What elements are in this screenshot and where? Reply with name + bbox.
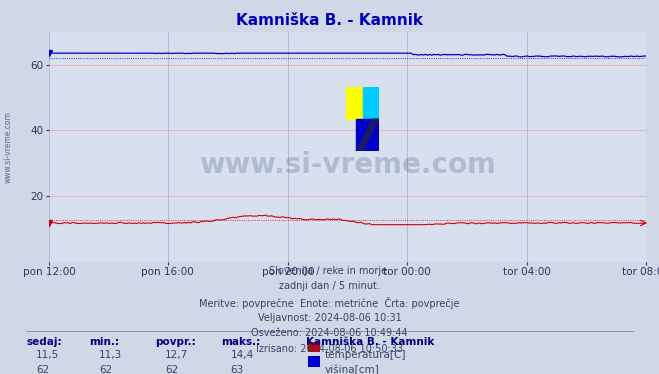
Text: Kamniška B. - Kamnik: Kamniška B. - Kamnik <box>236 13 423 28</box>
Text: maks.:: maks.: <box>221 337 260 347</box>
Text: 63: 63 <box>231 365 244 374</box>
Text: 12,7: 12,7 <box>165 350 188 361</box>
Text: www.si-vreme.com: www.si-vreme.com <box>199 151 496 179</box>
Text: 62: 62 <box>99 365 112 374</box>
Text: Izrisano: 2024-08-06 10:50:33: Izrisano: 2024-08-06 10:50:33 <box>256 344 403 354</box>
Polygon shape <box>356 119 379 151</box>
Text: 11,3: 11,3 <box>99 350 122 361</box>
Text: Kamniška B. - Kamnik: Kamniška B. - Kamnik <box>306 337 435 347</box>
Bar <box>362 87 379 119</box>
Text: min.:: min.: <box>89 337 119 347</box>
Text: sedaj:: sedaj: <box>26 337 62 347</box>
Text: 11,5: 11,5 <box>36 350 59 361</box>
Text: povpr.:: povpr.: <box>155 337 196 347</box>
Text: 62: 62 <box>36 365 49 374</box>
Text: Veljavnost: 2024-08-06 10:31: Veljavnost: 2024-08-06 10:31 <box>258 313 401 323</box>
Text: Meritve: povprečne  Enote: metrične  Črta: povprečje: Meritve: povprečne Enote: metrične Črta:… <box>199 297 460 309</box>
Text: temperatura[C]: temperatura[C] <box>325 350 407 361</box>
Polygon shape <box>356 119 379 151</box>
Text: zadnji dan / 5 minut.: zadnji dan / 5 minut. <box>279 281 380 291</box>
Text: Osveženo: 2024-08-06 10:49:44: Osveženo: 2024-08-06 10:49:44 <box>251 328 408 338</box>
Bar <box>346 87 362 119</box>
Text: višina[cm]: višina[cm] <box>325 365 380 374</box>
Text: Slovenija / reke in morje.: Slovenija / reke in morje. <box>269 266 390 276</box>
Text: www.si-vreme.com: www.si-vreme.com <box>3 111 13 183</box>
Text: 62: 62 <box>165 365 178 374</box>
Text: 14,4: 14,4 <box>231 350 254 361</box>
